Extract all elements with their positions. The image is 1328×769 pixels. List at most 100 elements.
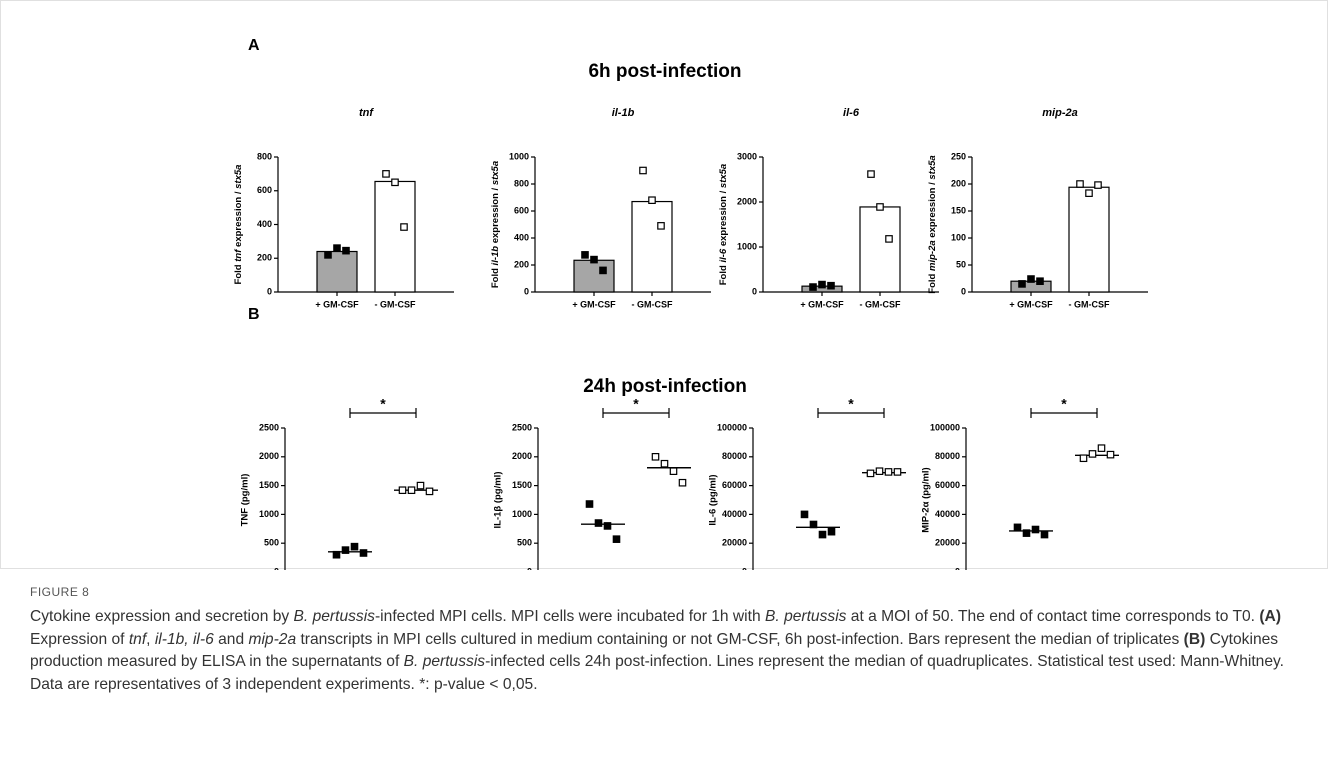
y-tick-label: 800 xyxy=(514,178,529,188)
y-axis-label-part: stx5a xyxy=(718,164,729,188)
y-tick-label: 200 xyxy=(514,259,529,269)
y-axis-label: Fold mip-2a expression / stx5a xyxy=(927,155,938,293)
y-axis-label-part: mip-2a xyxy=(927,240,938,271)
y-tick-label: 200 xyxy=(951,178,966,188)
x-tick-label: + GM-CSF xyxy=(1009,299,1053,309)
y-axis-label: IL-6 (pg/ml) xyxy=(708,474,719,525)
data-point xyxy=(1106,450,1115,459)
bar xyxy=(374,180,416,293)
caption-segment: Cytokine expression and secretion by xyxy=(30,608,294,625)
y-tick-label: 600 xyxy=(514,205,529,215)
y-axis-label-part: expression / xyxy=(927,180,938,241)
significance-bracket xyxy=(602,408,670,418)
caption-segment: Expression of xyxy=(30,630,129,648)
data-point xyxy=(398,486,407,495)
y-tick-label: 0 xyxy=(274,566,279,570)
data-point xyxy=(599,266,607,275)
x-tick-label: - GM-CSF xyxy=(632,299,673,309)
y-axis-label-part: il-1b xyxy=(490,246,501,266)
y-axis-label: MIP-2α (pg/ml) xyxy=(921,467,932,532)
data-point xyxy=(391,178,399,187)
x-tick-label: + GM-CSF xyxy=(315,299,359,309)
data-point xyxy=(809,520,818,529)
panel-title: 24h post-infection xyxy=(583,376,747,397)
y-tick-label: 1000 xyxy=(512,509,532,519)
figure-label: FIGURE 8 xyxy=(30,585,90,599)
data-point xyxy=(875,467,884,476)
data-point xyxy=(612,535,621,543)
data-point xyxy=(885,235,893,243)
chart-title: il-1b xyxy=(612,107,635,119)
x-tick-label: + GM-CSF xyxy=(800,299,844,309)
figure-caption: Cytokine expression and secretion by B. … xyxy=(30,606,1305,696)
caption-segment: transcripts in MPI cells cultured in med… xyxy=(296,630,1184,648)
x-tick-label: - GM-CSF xyxy=(1069,299,1110,309)
y-tick-label: 1000 xyxy=(259,509,279,519)
chart-title: mip-2a xyxy=(1042,107,1077,119)
x-tick-label: - GM-CSF xyxy=(375,299,416,309)
y-axis-label: Fold tnf expression / stx5a xyxy=(233,165,244,285)
data-point xyxy=(1027,275,1035,283)
y-tick-label: 1000 xyxy=(509,151,529,161)
caption-segment: mip-2a xyxy=(248,630,297,648)
y-tick-label: 1500 xyxy=(259,480,279,490)
data-point xyxy=(603,522,612,530)
data-point xyxy=(332,550,341,559)
y-tick-label: 100000 xyxy=(717,422,747,432)
data-point xyxy=(1076,180,1084,188)
panel-letter: B xyxy=(248,306,260,323)
y-tick-label: 500 xyxy=(264,538,279,548)
significance-star: * xyxy=(633,396,639,412)
y-tick-label: 0 xyxy=(527,566,532,570)
y-axis-label-part: il-6 xyxy=(718,248,729,262)
y-tick-label: 600 xyxy=(257,185,272,195)
y-tick-label: 100000 xyxy=(930,422,960,432)
y-axis-label: Fold il-6 expression / stx5a xyxy=(718,164,729,285)
data-point xyxy=(639,166,647,175)
panel-title: 6h post-infection xyxy=(588,61,741,82)
caption-segment: -infected MPI cells. MPI cells were incu… xyxy=(374,608,765,625)
caption-segment: tnf xyxy=(128,630,147,648)
y-tick-label: 500 xyxy=(517,538,532,548)
y-tick-label: 40000 xyxy=(722,509,747,519)
y-tick-label: 250 xyxy=(951,151,966,161)
data-point xyxy=(866,469,875,478)
significance-star: * xyxy=(848,396,854,412)
caption-segment: (B) xyxy=(1183,630,1206,648)
y-tick-label: 20000 xyxy=(935,538,960,548)
x-tick-label: - GM-CSF xyxy=(860,299,901,309)
data-point xyxy=(867,170,875,178)
y-tick-label: 100 xyxy=(951,232,966,242)
bar xyxy=(631,200,673,293)
data-point xyxy=(333,244,341,252)
data-point xyxy=(1018,280,1026,288)
y-axis-label-part: Fold xyxy=(490,265,501,288)
y-axis-label-part: expression / xyxy=(718,188,729,249)
data-point xyxy=(651,453,660,461)
bar xyxy=(859,206,901,293)
caption-segment: , xyxy=(146,630,155,648)
y-axis-label-part: stx5a xyxy=(233,165,244,189)
chart-title: tnf xyxy=(359,107,374,119)
chart-title: il-6 xyxy=(843,107,860,119)
y-tick-label: 0 xyxy=(742,566,747,570)
y-axis-label: TNF (pg/ml) xyxy=(240,474,251,527)
y-tick-label: 0 xyxy=(961,286,966,296)
caption-segment: (A) xyxy=(1259,608,1282,625)
caption-segment: B. pertussis xyxy=(765,608,847,625)
data-point xyxy=(660,459,669,468)
data-point xyxy=(1094,181,1102,189)
caption-segment: Cytokines production measured by ELISA i… xyxy=(30,630,1279,671)
bar xyxy=(1068,186,1110,293)
data-point xyxy=(818,530,827,539)
data-point xyxy=(800,510,809,519)
y-axis-label: Fold il-1b expression / stx5a xyxy=(490,161,501,288)
data-point xyxy=(1097,444,1106,452)
bar xyxy=(573,259,615,293)
data-point xyxy=(407,486,416,495)
data-point xyxy=(1031,525,1040,534)
y-tick-label: 1000 xyxy=(737,241,757,251)
y-axis-label: IL-1β (pg/ml) xyxy=(493,472,504,529)
y-tick-label: 1500 xyxy=(512,480,532,490)
